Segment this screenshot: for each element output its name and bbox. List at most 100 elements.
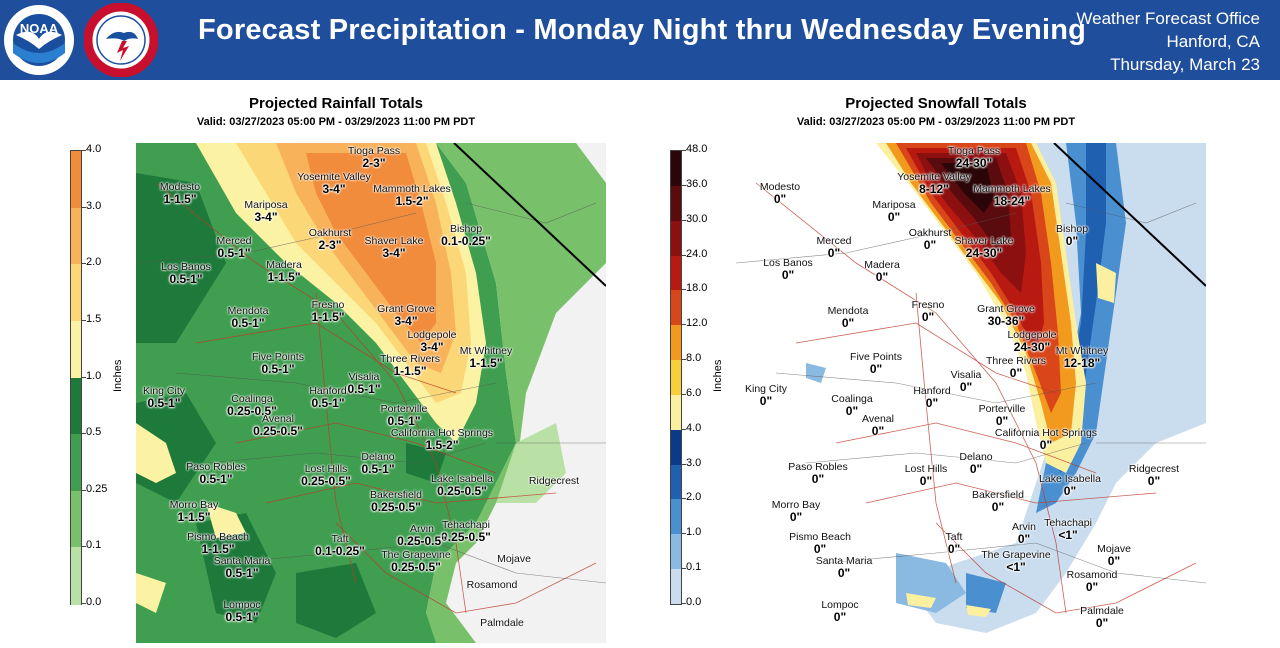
location-name: Mammoth Lakes [373,183,451,195]
location-label: Palmdale 0" [1080,605,1124,629]
location-label: Shaver Lake 3-4" [365,235,424,259]
location-value: 0" [887,210,901,224]
location-value: 0" [925,396,939,410]
location-label: Oakhurst 2-3" [309,227,352,251]
location-value: 0.5-1" [147,396,181,410]
location-name: Lost Hills [304,463,348,475]
location-name: Visalia [348,371,380,383]
location-label: Tioga Pass 24-30" [948,145,1000,169]
location-label: Five Points 0" [850,351,902,375]
location-value: 30-36" [987,314,1025,328]
location-name: Yosemite Valley [297,171,371,183]
location-value: 0" [959,380,973,394]
location-value: 0" [1065,234,1079,248]
location-name: Bakersfield [972,489,1024,501]
location-value: 0.5-1" [231,316,265,330]
location-value: 24-30" [1013,340,1051,354]
location-label: Avenal 0" [862,413,894,437]
location-value: 0" [1085,580,1099,594]
colorbar-tick-label: 0.5 [86,426,102,439]
location-value: 0.5-1" [347,382,381,396]
colorbar-tick-label: 12.0 [686,317,708,330]
location-label: Morro Bay 1-1.5" [170,499,218,523]
location-label: Santa Maria 0.5-1" [214,555,271,579]
colorbar-tick-mark [681,324,686,326]
office-location: Hanford, CA [1166,32,1260,51]
location-value: 1-1.5" [267,270,301,284]
colorbar-tick-mark [81,489,86,491]
location-value: 0" [827,246,841,260]
location-label: Madera 1-1.5" [266,259,302,283]
location-name: Shaver Lake [954,235,1014,247]
location-label: Taft 0.1-0.25" [315,533,365,557]
location-name: Mariposa [244,199,288,211]
location-value: 0" [969,462,983,476]
location-value: 0" [773,192,787,206]
location-name: Visalia [950,369,982,381]
location-name: Morro Bay [771,499,821,511]
location-label: Los Banos 0.5-1" [161,261,211,285]
colorbar-tick-mark [681,428,686,430]
colorbar-segment [71,264,81,322]
location-value: 0.1-0.25" [441,234,491,248]
colorbar-tick-label: 1.0 [686,526,702,539]
location-label: Bakersfield 0" [972,489,1024,513]
colorbar-tick-label: 4.0 [86,143,102,155]
location-value: 0" [781,268,795,282]
colorbar-tick-mark [681,150,686,151]
location-label: King City 0.5-1" [143,385,185,409]
colorbar-tick-label: 18.0 [686,282,708,295]
location-value: 0" [991,500,1005,514]
colorbar-tick-label: 6.0 [686,386,702,399]
colorbar-segment [671,255,681,291]
location-value: 1-1.5" [201,542,235,556]
location-name: Mt Whitney [459,345,513,357]
location-value: 0" [841,316,855,330]
location-name: King City [142,385,186,397]
location-label: Porterville 0" [979,403,1026,427]
location-name: Bishop [1055,223,1089,235]
location-value: 0.5-1" [199,472,233,486]
location-value: 0" [1063,484,1077,498]
location-label: Madera 0" [864,259,900,283]
location-name: Coalinga [231,393,273,405]
location-name: Mt Whitney [1055,345,1109,357]
location-value: 24-30" [965,246,1003,260]
location-value: 0" [759,394,773,408]
colorbar-tick-mark [681,359,686,361]
colorbar-segment [671,464,681,500]
location-label: Pismo Beach 1-1.5" [187,531,249,555]
colorbar-segment [671,185,681,222]
colorbar-segment [71,434,81,492]
location-value: 0" [1107,554,1121,568]
location-name: Delano [361,451,395,463]
location-name: Delano [959,451,993,463]
location-value: 8-12" [919,182,949,196]
location-name: California Hot Springs [994,427,1098,439]
location-label: Delano 0.5-1" [361,451,394,475]
location-label: Delano 0" [959,451,992,475]
location-label: Grant Grove 30-36" [977,303,1035,327]
colorbar-tick-label: 24.0 [686,247,708,260]
colorbar-tick-label: 0.1 [86,539,102,552]
location-value: 12-18" [1063,356,1101,370]
location-name: Tehachapi [442,519,490,531]
location-label: Avenal 0.25-0.5" [253,413,303,437]
location-value: 0.25-0.5" [371,500,421,514]
location-name: Hanford [309,385,347,397]
colorbar-segment [671,151,681,187]
location-name: Lompoc [223,599,261,611]
location-name: Lodgepole [407,329,457,341]
colorbar-tick-label: 0.0 [686,596,702,608]
colorbar-segment [671,325,681,361]
location-label: Merced 0.5-1" [216,235,251,259]
colorbar-tick-label: 0.0 [86,596,102,608]
location-value: 3-4" [322,182,346,196]
colorbar-tick-mark [81,603,86,604]
location-value: 18-24" [993,194,1031,208]
colorbar-tick-label: 2.0 [86,256,102,269]
location-name: Avenal [862,413,894,425]
rainfall-valid: Valid: 03/27/2023 05:00 PM - 03/29/2023 … [196,116,476,128]
location-label: Taft 0" [946,531,963,555]
location-value: 0" [921,310,935,324]
